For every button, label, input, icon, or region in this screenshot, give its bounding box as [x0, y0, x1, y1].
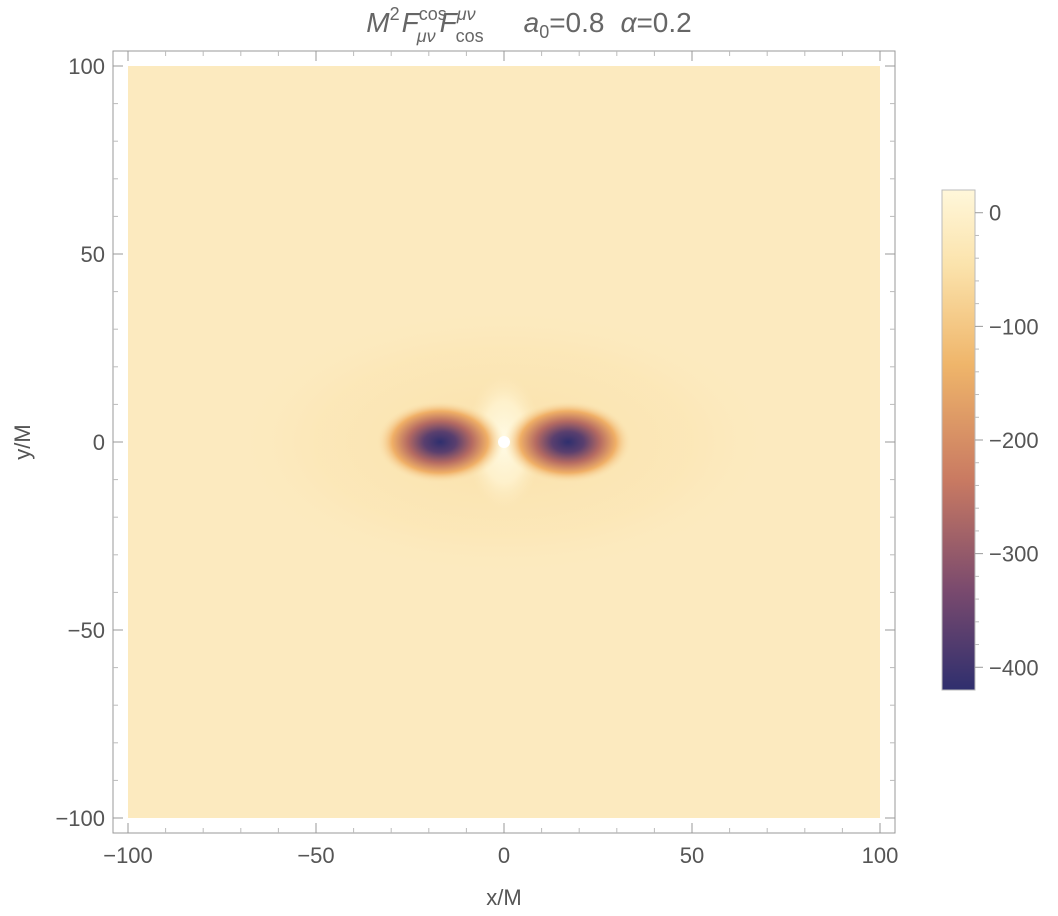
colorbar-ticks: 0 −100 −200 −300 −400 — [975, 201, 1039, 680]
chart-title: M2Fcos μν Fμν cos a0=0.8 α=0.2 — [366, 4, 691, 46]
heatmap-lobe-left — [376, 400, 504, 484]
x-tick-label: 50 — [680, 843, 704, 868]
colorbar-tick-label: −100 — [989, 314, 1039, 339]
colorbar-tick-label: −200 — [989, 428, 1039, 453]
colorbar-tick-label: −300 — [989, 542, 1039, 567]
x-tick-label: 100 — [862, 843, 899, 868]
x-tick-label: −100 — [103, 843, 153, 868]
colorbar: 0 −100 −200 −300 −400 — [941, 189, 1039, 691]
y-tick-label: 100 — [68, 54, 105, 79]
x-tick-label: −50 — [297, 843, 334, 868]
y-axis-label: y/M — [10, 424, 35, 459]
x-tick-label: 0 — [498, 843, 510, 868]
y-tick-label: −50 — [68, 618, 105, 643]
heatmap — [128, 66, 880, 818]
y-tick-label: −100 — [55, 806, 105, 831]
colorbar-tick-label: 0 — [989, 201, 1001, 226]
colorbar-gradient — [942, 190, 975, 690]
central-point — [498, 436, 510, 448]
y-tick-label: 0 — [93, 430, 105, 455]
x-axis-label: x/M — [486, 885, 521, 910]
y-axis-ticks: −100 −50 0 50 100 — [55, 54, 895, 831]
y-tick-label: 50 — [81, 242, 105, 267]
colorbar-tick-label: −400 — [989, 655, 1039, 680]
x-axis-ticks: −100 −50 0 50 100 — [103, 51, 898, 868]
heatmap-lobe-right — [504, 400, 632, 484]
